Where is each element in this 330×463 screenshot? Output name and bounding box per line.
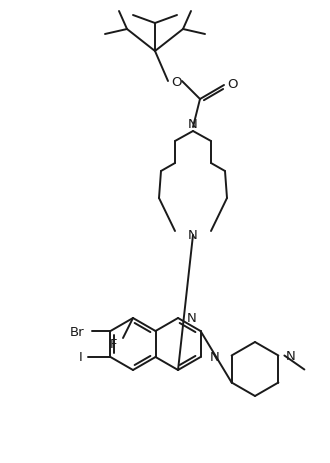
Text: N: N [188, 229, 198, 242]
Text: O: O [227, 77, 237, 90]
Text: N: N [188, 117, 198, 130]
Text: F: F [110, 338, 117, 351]
Text: Br: Br [70, 325, 84, 338]
Text: N: N [187, 312, 197, 325]
Text: N: N [210, 351, 219, 364]
Text: I: I [79, 351, 82, 364]
Text: O: O [171, 75, 181, 88]
Text: N: N [285, 349, 295, 362]
